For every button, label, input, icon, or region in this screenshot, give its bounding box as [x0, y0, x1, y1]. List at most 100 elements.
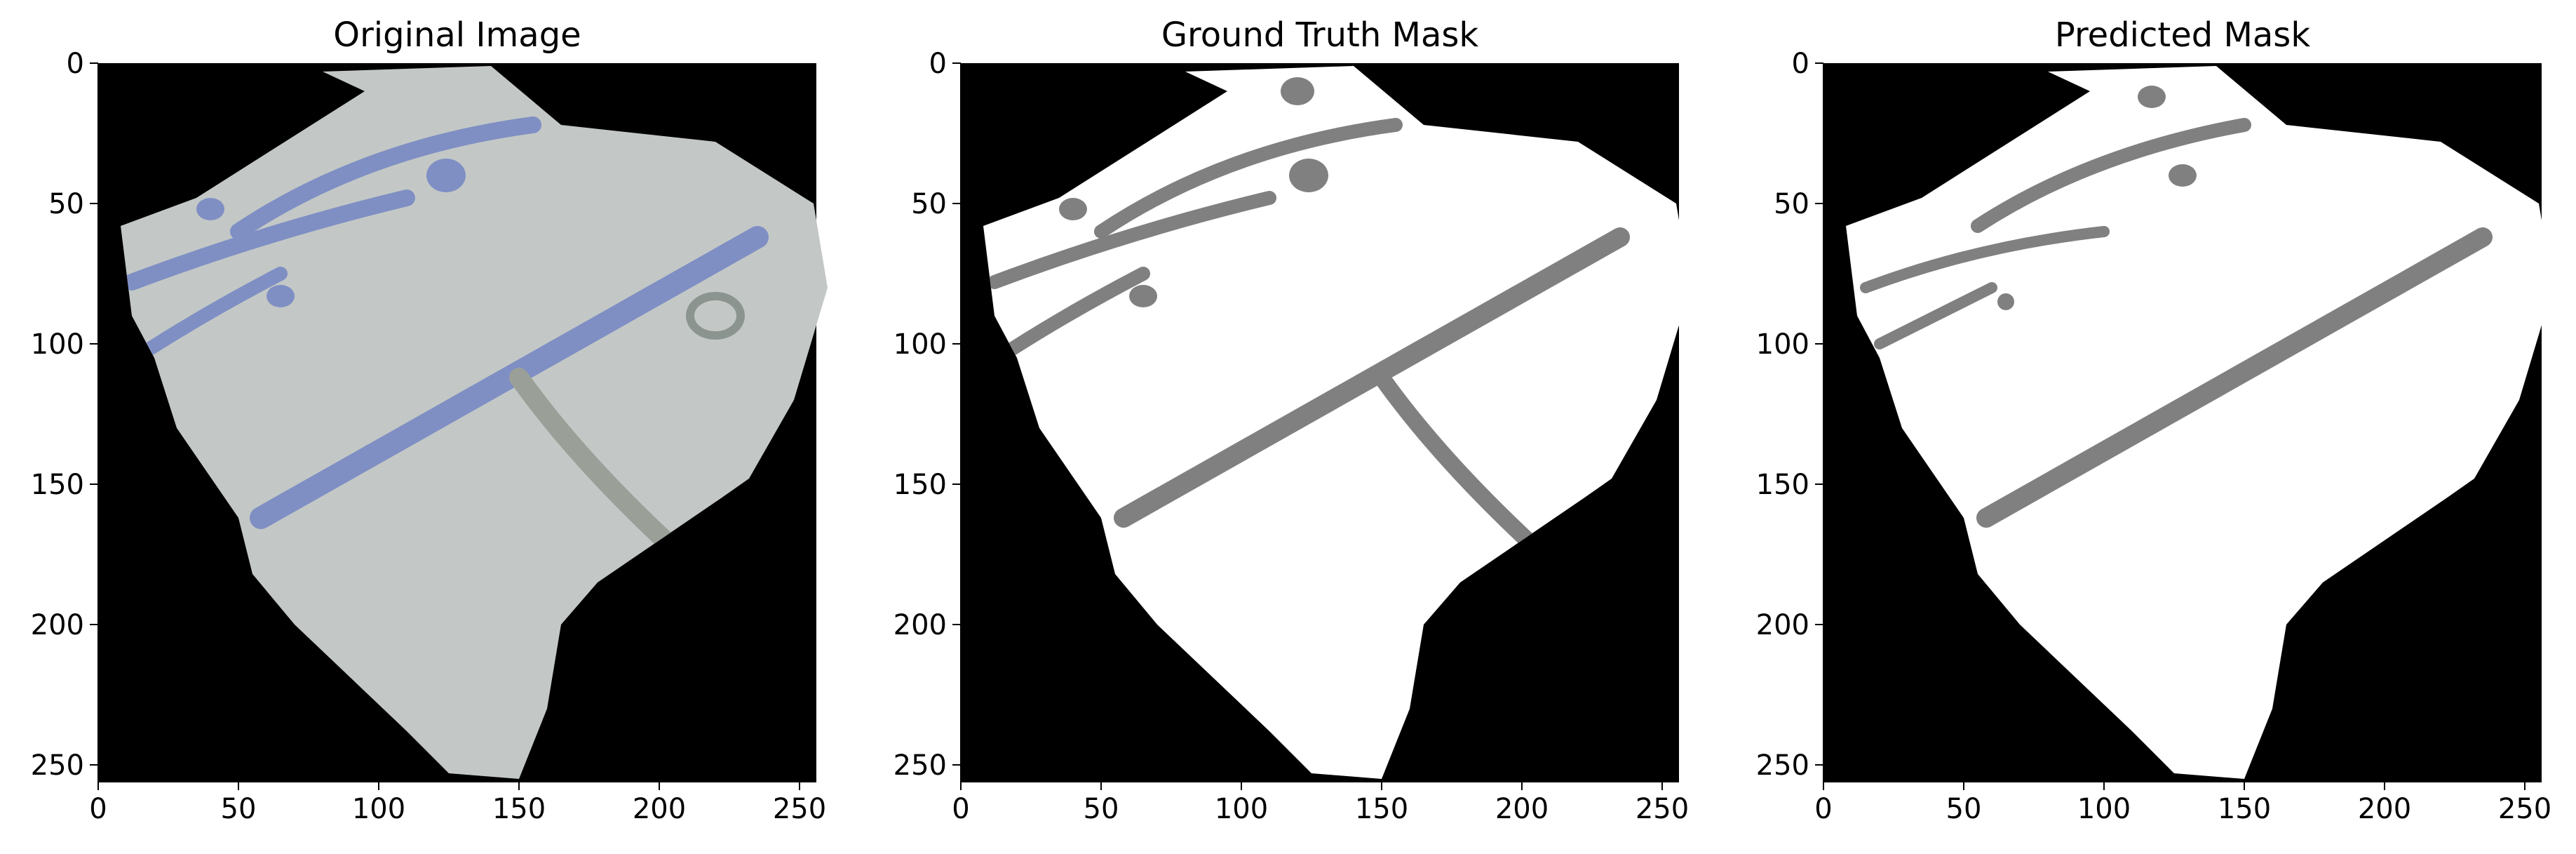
blue-band-mid [123, 189, 415, 291]
panel-title: Ground Truth Mask [1161, 15, 1479, 55]
mask-blob-2 [1059, 198, 1087, 220]
panel-original: Original Image 0 50 100 150 200 250 [31, 15, 828, 825]
panel-ground-truth: Ground Truth Mask 0 50 100 150 200 250 [893, 15, 1690, 825]
svg-text:200: 200 [2358, 793, 2411, 825]
svg-text:0: 0 [1792, 48, 1809, 80]
y-tick: 200 [893, 609, 961, 641]
x-axis: 0 50 100 150 200 250 [1814, 781, 2551, 825]
y-tick: 150 [31, 469, 98, 501]
svg-text:200: 200 [1495, 793, 1549, 825]
blob-4 [686, 292, 745, 340]
image-area [98, 63, 828, 782]
svg-text:50: 50 [48, 188, 84, 220]
svg-text:0: 0 [952, 793, 969, 825]
y-tick: 100 [1756, 328, 1823, 361]
y-tick: 250 [31, 749, 98, 782]
svg-text:250: 250 [893, 749, 947, 782]
blob-2 [196, 198, 224, 220]
svg-text:100: 100 [893, 328, 947, 361]
x-tick: 200 [1495, 782, 1549, 825]
image-area [961, 63, 1690, 782]
x-tick: 50 [221, 782, 257, 825]
y-tick: 150 [1756, 469, 1823, 501]
y-tick: 250 [1756, 749, 1823, 782]
y-tick: 100 [893, 328, 961, 361]
svg-text:0: 0 [1814, 793, 1832, 825]
mask-shape [983, 66, 1690, 779]
svg-text:100: 100 [352, 793, 405, 825]
y-tick: 150 [893, 469, 961, 501]
mask-line-top [1971, 118, 2251, 233]
mask-blob-2 [1997, 293, 2014, 310]
svg-text:200: 200 [1756, 609, 1809, 641]
svg-text:250: 250 [1636, 793, 1689, 825]
x-tick: 50 [1946, 782, 1981, 825]
svg-text:200: 200 [31, 609, 84, 641]
mask-line-mid [1860, 226, 2110, 293]
svg-text:100: 100 [31, 328, 84, 361]
mask-blob-3 [2138, 86, 2166, 108]
x-axis: 0 50 100 150 200 250 [89, 781, 826, 825]
svg-text:250: 250 [773, 793, 826, 825]
svg-text:0: 0 [89, 793, 107, 825]
svg-text:200: 200 [633, 793, 686, 825]
svg-text:150: 150 [1756, 469, 1809, 501]
grey-band [509, 368, 675, 550]
svg-text:250: 250 [1756, 749, 1809, 782]
x-tick: 0 [952, 782, 970, 825]
svg-text:150: 150 [2218, 793, 2271, 825]
x-tick: 250 [2498, 782, 2551, 825]
x-axis: 0 50 100 150 200 250 [952, 781, 1689, 825]
svg-text:100: 100 [1215, 793, 1268, 825]
mask-blob-1 [2169, 164, 2197, 187]
y-tick: 0 [67, 48, 98, 80]
mask-line-low [1874, 282, 1997, 349]
x-tick: 100 [1215, 782, 1268, 825]
mask-line-long [1114, 227, 1630, 528]
x-tick: 100 [2077, 782, 2131, 825]
svg-text:0: 0 [929, 48, 947, 80]
mask-line-branch [1373, 369, 1536, 549]
mask-line-mid [987, 191, 1276, 289]
x-tick: 100 [352, 782, 405, 825]
mask-blob-4 [1281, 77, 1314, 105]
mask-line-long [1976, 227, 2493, 528]
svg-text:50: 50 [221, 793, 257, 825]
svg-text:250: 250 [2498, 793, 2551, 825]
fragment-shape [121, 66, 828, 779]
x-tick: 0 [89, 782, 107, 825]
y-axis: 0 50 100 150 200 250 [893, 48, 962, 782]
x-tick: 50 [1084, 782, 1119, 825]
y-tick: 200 [1756, 609, 1823, 641]
svg-text:150: 150 [492, 793, 546, 825]
x-tick: 150 [2218, 782, 2271, 825]
svg-text:150: 150 [31, 469, 84, 501]
panel-predicted: Predicted Mask 0 50 100 150 200 250 [1756, 15, 2553, 825]
blue-band-top [230, 116, 541, 240]
y-tick: 100 [31, 328, 98, 361]
svg-text:0: 0 [67, 48, 84, 80]
svg-text:250: 250 [31, 749, 84, 782]
x-tick: 250 [773, 782, 826, 825]
svg-text:50: 50 [911, 188, 947, 220]
svg-text:50: 50 [1774, 188, 1809, 220]
y-tick: 0 [1792, 48, 1823, 80]
mask-line-top [1094, 118, 1403, 239]
svg-text:50: 50 [1084, 793, 1119, 825]
y-tick: 200 [31, 609, 98, 641]
panel-title: Predicted Mask [2055, 15, 2310, 55]
x-tick: 0 [1814, 782, 1833, 825]
svg-text:150: 150 [1355, 793, 1408, 825]
svg-text:150: 150 [893, 469, 947, 501]
x-tick: 200 [633, 782, 686, 825]
y-tick: 250 [893, 749, 961, 782]
panel-title: Original Image [333, 15, 581, 55]
blue-band-low [142, 267, 288, 356]
x-tick: 250 [1636, 782, 1689, 825]
svg-text:100: 100 [2077, 793, 2131, 825]
blob-1 [426, 159, 466, 192]
x-tick: 150 [492, 782, 546, 825]
mask-line-low [1004, 267, 1150, 356]
y-tick: 50 [911, 188, 961, 220]
